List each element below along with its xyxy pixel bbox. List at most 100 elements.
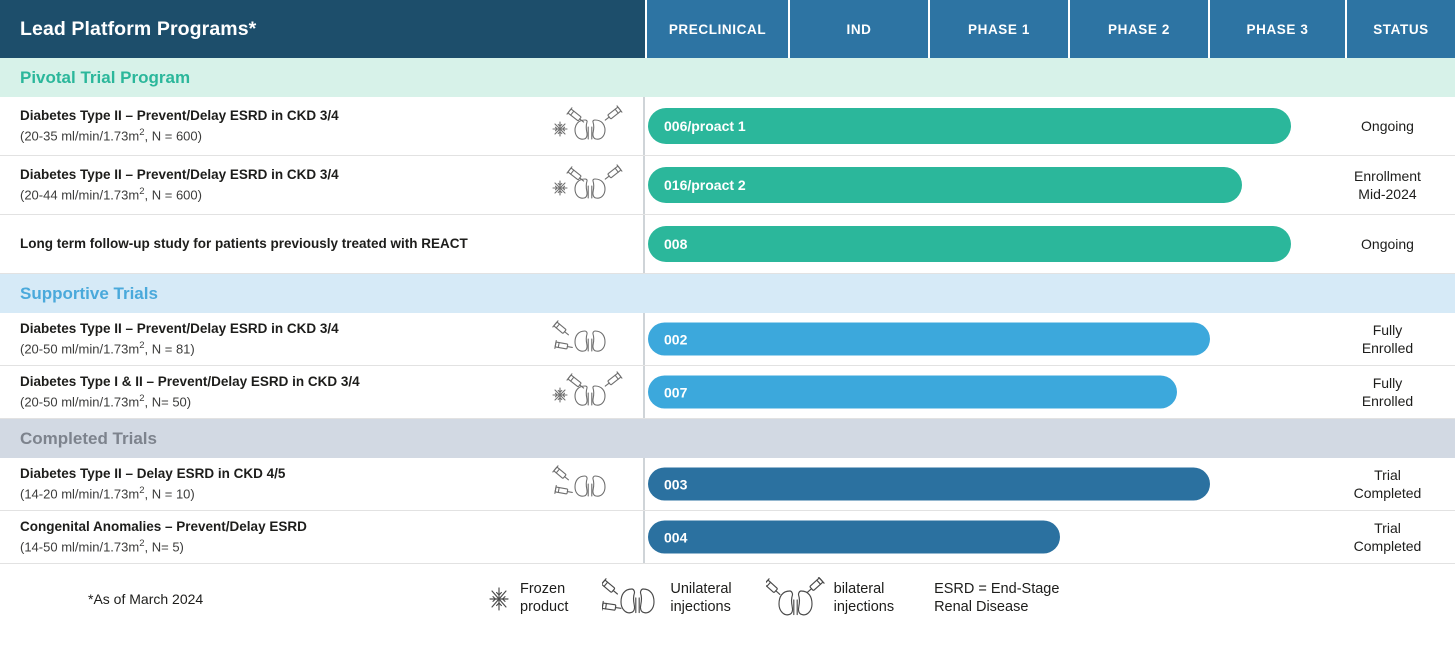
- row-label-text: Diabetes Type II – Prevent/Delay ESRD in…: [20, 320, 339, 357]
- pipeline-bar-label: 007: [664, 384, 688, 400]
- row-label-text: Diabetes Type II – Delay ESRD in CKD 4/5…: [20, 465, 285, 502]
- row-subtitle-post: , N = 81): [144, 341, 195, 356]
- column-header-preclinical: PRECLINICAL: [645, 0, 788, 58]
- pipeline-bar[interactable]: 008: [648, 226, 1291, 262]
- column-header-phase-2: PHASE 2: [1068, 0, 1208, 58]
- legend-label-frozen: Frozen product: [520, 580, 569, 615]
- row-title: Congenital Anomalies – Prevent/Delay ESR…: [20, 519, 307, 535]
- table-row[interactable]: Diabetes Type II – Prevent/Delay ESRD in…: [0, 313, 1455, 366]
- bilateral-kidney-icon: [765, 576, 828, 621]
- no-icon: [549, 515, 627, 559]
- row-title: Diabetes Type II – Delay ESRD in CKD 4/5: [20, 466, 286, 482]
- pipeline-bar-label: 006/proact 1: [664, 118, 746, 134]
- pipeline-bar[interactable]: 002: [648, 322, 1210, 356]
- section-header-supportive: Supportive Trials: [0, 274, 1455, 313]
- row-subtitle-post: , N= 5): [144, 539, 184, 554]
- legend-item-unilateral: Unilateral injections: [602, 577, 732, 621]
- row-subtitle-post: , N= 50): [144, 394, 192, 409]
- row-label-cell: Long term follow-up study for patients p…: [0, 215, 645, 273]
- row-subtitle-pre: (20-50 ml/min/1.73m: [20, 394, 140, 409]
- row-label-text: Diabetes Type II – Prevent/Delay ESRD in…: [20, 166, 339, 203]
- row-subtitle: (20-50 ml/min/1.73m2, N= 50): [20, 393, 360, 411]
- pipeline-bar[interactable]: 006/proact 1: [648, 108, 1291, 144]
- row-subtitle-pre: (14-50 ml/min/1.73m: [20, 539, 140, 554]
- row-bar-track: 004: [645, 511, 1320, 563]
- row-label-text: Congenital Anomalies – Prevent/Delay ESR…: [20, 518, 307, 555]
- row-subtitle: (20-44 ml/min/1.73m2, N = 600): [20, 186, 339, 204]
- frozen-bilateral-kidney-icon: [549, 370, 627, 414]
- legend-label-bilateral: bilateral injections: [833, 580, 895, 615]
- row-subtitle-post: , N = 600): [144, 128, 202, 143]
- row-title: Diabetes Type II – Prevent/Delay ESRD in…: [20, 108, 339, 124]
- no-icon: [549, 222, 627, 266]
- row-title: Diabetes Type II – Prevent/Delay ESRD in…: [20, 167, 339, 183]
- column-header-status: STATUS: [1345, 0, 1455, 58]
- footnote: *As of March 2024: [88, 590, 204, 607]
- row-bar-track: 016/proact 2: [645, 156, 1320, 214]
- row-label-cell: Diabetes Type II – Prevent/Delay ESRD in…: [0, 97, 645, 155]
- row-label-cell: Congenital Anomalies – Prevent/Delay ESR…: [0, 511, 645, 563]
- row-subtitle-post: , N = 600): [144, 187, 202, 202]
- status-badge: Ongoing: [1361, 117, 1414, 134]
- row-label-cell: Diabetes Type II – Prevent/Delay ESRD in…: [0, 313, 645, 365]
- section-header-pivotal-label: Pivotal Trial Program: [20, 67, 191, 87]
- column-header-phase-1: PHASE 1: [928, 0, 1068, 58]
- pipeline-bar-label: 004: [664, 529, 688, 545]
- pipeline-bar[interactable]: 007: [648, 375, 1177, 409]
- unilateral-kidney-icon: [549, 462, 627, 506]
- row-subtitle-pre: (14-20 ml/min/1.73m: [20, 486, 140, 501]
- pipeline-bar[interactable]: 016/proact 2: [648, 167, 1242, 203]
- row-subtitle: (20-50 ml/min/1.73m2, N = 81): [20, 340, 339, 358]
- pipeline-bar[interactable]: 003: [648, 467, 1210, 501]
- status-badge: Fully Enrolled: [1361, 321, 1414, 356]
- row-label-text: Long term follow-up study for patients p…: [20, 235, 468, 253]
- table-row[interactable]: Diabetes Type I & II – Prevent/Delay ESR…: [0, 366, 1455, 419]
- row-label-cell: Diabetes Type II – Delay ESRD in CKD 4/5…: [0, 458, 645, 510]
- row-subtitle: (20-35 ml/min/1.73m2, N = 600): [20, 127, 339, 145]
- row-subtitle-sup: 2: [139, 126, 145, 138]
- row-subtitle-sup: 2: [139, 339, 145, 351]
- table-header: Lead Platform Programs* PRECLINICAL IND …: [0, 0, 1455, 58]
- row-title: Long term follow-up study for patients p…: [20, 235, 468, 251]
- legend-item-frozen: Frozen product: [484, 581, 568, 616]
- row-bar-track: 007: [645, 366, 1320, 418]
- column-header-phase-3: PHASE 3: [1208, 0, 1345, 58]
- pipeline-bar-label: 003: [664, 476, 688, 492]
- row-title: Diabetes Type II – Prevent/Delay ESRD in…: [20, 321, 339, 337]
- table-row[interactable]: Diabetes Type II – Prevent/Delay ESRD in…: [0, 97, 1455, 156]
- section-header-completed-label: Completed Trials: [20, 428, 157, 448]
- unilateral-kidney-icon: [549, 317, 627, 361]
- row-label-text: Diabetes Type II – Prevent/Delay ESRD in…: [20, 107, 339, 144]
- frozen-bilateral-kidney-icon: [549, 104, 627, 148]
- row-bar-track: 006/proact 1: [645, 97, 1320, 155]
- section-header-pivotal: Pivotal Trial Program: [0, 58, 1455, 97]
- row-bar-track: 003: [645, 458, 1320, 510]
- table-row[interactable]: Diabetes Type II – Delay ESRD in CKD 4/5…: [0, 458, 1455, 511]
- row-subtitle-sup: 2: [139, 484, 145, 496]
- row-subtitle-post: , N = 10): [144, 486, 195, 501]
- snowflake-icon: [484, 584, 514, 614]
- unilateral-kidney-icon: [602, 577, 664, 621]
- pipeline-bar[interactable]: 004: [648, 520, 1060, 554]
- table-row[interactable]: Diabetes Type II – Prevent/Delay ESRD in…: [0, 156, 1455, 215]
- row-title: Diabetes Type I & II – Prevent/Delay ESR…: [20, 374, 360, 390]
- legend-label-unilateral: Unilateral injections: [670, 580, 732, 615]
- row-subtitle-pre: (20-35 ml/min/1.73m: [20, 128, 140, 143]
- table-row[interactable]: Congenital Anomalies – Prevent/Delay ESR…: [0, 511, 1455, 564]
- status-badge: Trial Completed: [1353, 466, 1422, 501]
- row-subtitle-sup: 2: [139, 185, 145, 197]
- row-subtitle-pre: (20-50 ml/min/1.73m: [20, 341, 140, 356]
- status-badge: Enrollment Mid-2024: [1354, 167, 1421, 202]
- pipeline-bar-label: 016/proact 2: [664, 177, 746, 193]
- row-label-text: Diabetes Type I & II – Prevent/Delay ESR…: [20, 373, 360, 410]
- pipeline-bar-label: 008: [664, 236, 688, 252]
- table-row[interactable]: Long term follow-up study for patients p…: [0, 215, 1455, 274]
- row-subtitle-sup: 2: [139, 537, 145, 549]
- row-subtitle-sup: 2: [139, 392, 145, 404]
- row-bar-track: 008: [645, 215, 1320, 273]
- row-label-cell: Diabetes Type I & II – Prevent/Delay ESR…: [0, 366, 645, 418]
- column-header-ind: IND: [788, 0, 928, 58]
- section-header-completed: Completed Trials: [0, 419, 1455, 458]
- pipeline-bar-label: 002: [664, 331, 688, 347]
